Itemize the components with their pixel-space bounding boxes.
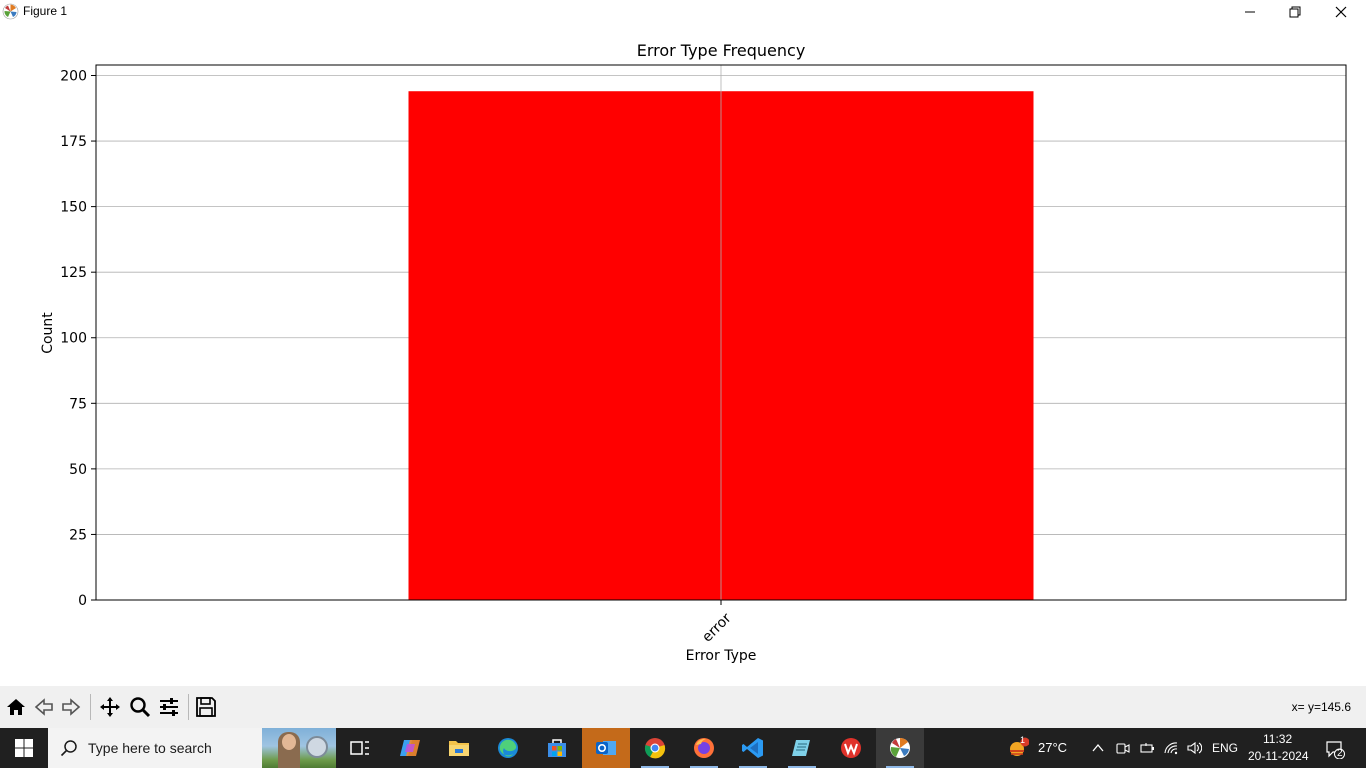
taskbar-matplotlib-figure[interactable]: [876, 728, 924, 768]
search-highlight-image[interactable]: [262, 728, 336, 768]
y-tick-label: 50: [69, 462, 87, 478]
taskbar-microsoft-store[interactable]: [533, 728, 581, 768]
pan-button[interactable]: [97, 694, 123, 720]
taskbar-file-explorer[interactable]: [435, 728, 483, 768]
search-placeholder: Type here to search: [88, 740, 212, 756]
task-view-icon: [350, 741, 369, 755]
x-tick-label: error: [699, 610, 734, 645]
back-arrow-icon: [34, 698, 53, 716]
meet-now-icon[interactable]: [1115, 740, 1131, 756]
taskbar: Type here to search: [0, 728, 1366, 768]
save-figure-button[interactable]: [193, 694, 219, 720]
y-tick-label: 200: [60, 68, 87, 84]
toolbar-separator: [188, 694, 189, 720]
taskbar-search-box[interactable]: Type here to search: [48, 728, 336, 768]
language-indicator[interactable]: ENG: [1212, 741, 1239, 755]
matplotlib-icon: [890, 738, 910, 758]
taskbar-wps-office[interactable]: [827, 728, 875, 768]
weather-sun-icon[interactable]: [1007, 737, 1030, 759]
x-axis-label: Error Type: [686, 648, 757, 664]
y-tick-label: 25: [69, 527, 87, 543]
y-tick-label: 0: [78, 593, 87, 609]
windows-logo-icon: [15, 739, 33, 757]
close-icon: [1335, 6, 1347, 18]
window-titlebar: Figure 1: [0, 0, 1366, 24]
sliders-icon: [160, 698, 178, 716]
taskbar-copilot[interactable]: [386, 728, 434, 768]
volume-icon[interactable]: [1186, 740, 1203, 756]
restore-icon: [1289, 6, 1301, 18]
copilot-icon: [400, 740, 420, 756]
window-title: Figure 1: [23, 4, 68, 18]
navigation-toolbar: x= y=145.6: [0, 686, 1366, 728]
save-disk-icon: [196, 697, 216, 717]
chart-title: Error Type Frequency: [637, 41, 806, 60]
wifi-icon[interactable]: [1163, 740, 1179, 756]
toolbar-separator: [90, 694, 91, 720]
y-axis-ticks: 0 25 50 75 100 125 150 175 200: [60, 68, 96, 609]
minimize-button[interactable]: [1227, 0, 1273, 24]
y-tick-label: 100: [60, 331, 87, 347]
y-tick-label: 125: [60, 265, 87, 281]
magnifier-icon: [130, 697, 151, 718]
taskbar-notes-app[interactable]: [778, 728, 826, 768]
weather-temperature[interactable]: 27°C: [1038, 740, 1068, 755]
notepad-icon: [792, 740, 810, 756]
figure-canvas[interactable]: 0 25 50 75 100 125 150 175 200 error Error Type …: [0, 24, 1366, 686]
clock-time[interactable]: 11:32: [1263, 732, 1293, 746]
taskbar-outlook[interactable]: [582, 728, 630, 768]
battery-icon[interactable]: [1139, 740, 1155, 756]
minimize-icon: [1245, 11, 1255, 13]
close-button[interactable]: [1318, 0, 1364, 24]
home-button[interactable]: [3, 694, 29, 720]
matplotlib-icon: [2, 3, 19, 20]
y-axis-label: Count: [40, 312, 56, 354]
firefox-icon: [694, 738, 714, 758]
folder-icon: [449, 741, 469, 756]
notification-center-icon[interactable]: [1325, 739, 1345, 760]
taskbar-firefox[interactable]: [680, 728, 728, 768]
bar-chart: 0 25 50 75 100 125 150 175 200 error Error Type …: [40, 41, 1347, 664]
back-button[interactable]: [31, 694, 57, 720]
y-tick-label: 150: [60, 200, 87, 216]
show-hidden-icons-chevron-icon[interactable]: [1090, 740, 1106, 756]
clock-date[interactable]: 20-11-2024: [1248, 749, 1309, 763]
weather-alert-badge: 1: [1020, 735, 1026, 745]
chrome-icon: [644, 738, 666, 759]
vscode-icon: [742, 738, 763, 758]
edge-browser-icon: [498, 738, 518, 758]
notification-count-badge: 2: [1337, 748, 1343, 759]
home-icon: [7, 699, 25, 715]
forward-button[interactable]: [58, 694, 84, 720]
y-tick-label: 175: [60, 134, 87, 150]
cursor-coordinates: x= y=145.6: [1291, 700, 1351, 714]
taskbar-chrome[interactable]: [631, 728, 679, 768]
wps-office-icon: [841, 738, 861, 758]
forward-arrow-icon: [62, 698, 81, 716]
start-button[interactable]: [0, 728, 48, 768]
search-icon: [60, 740, 77, 757]
outlook-icon: [596, 741, 616, 755]
x-axis-ticks: error: [699, 600, 735, 646]
y-tick-label: 75: [69, 396, 87, 412]
taskbar-vscode[interactable]: [729, 728, 777, 768]
zoom-button[interactable]: [127, 694, 153, 720]
taskbar-edge[interactable]: [484, 728, 532, 768]
pan-icon: [100, 697, 120, 717]
task-view-button[interactable]: [336, 728, 384, 768]
store-bag-icon: [548, 739, 566, 757]
configure-subplots-button[interactable]: [156, 694, 182, 720]
restore-button[interactable]: [1272, 0, 1318, 24]
